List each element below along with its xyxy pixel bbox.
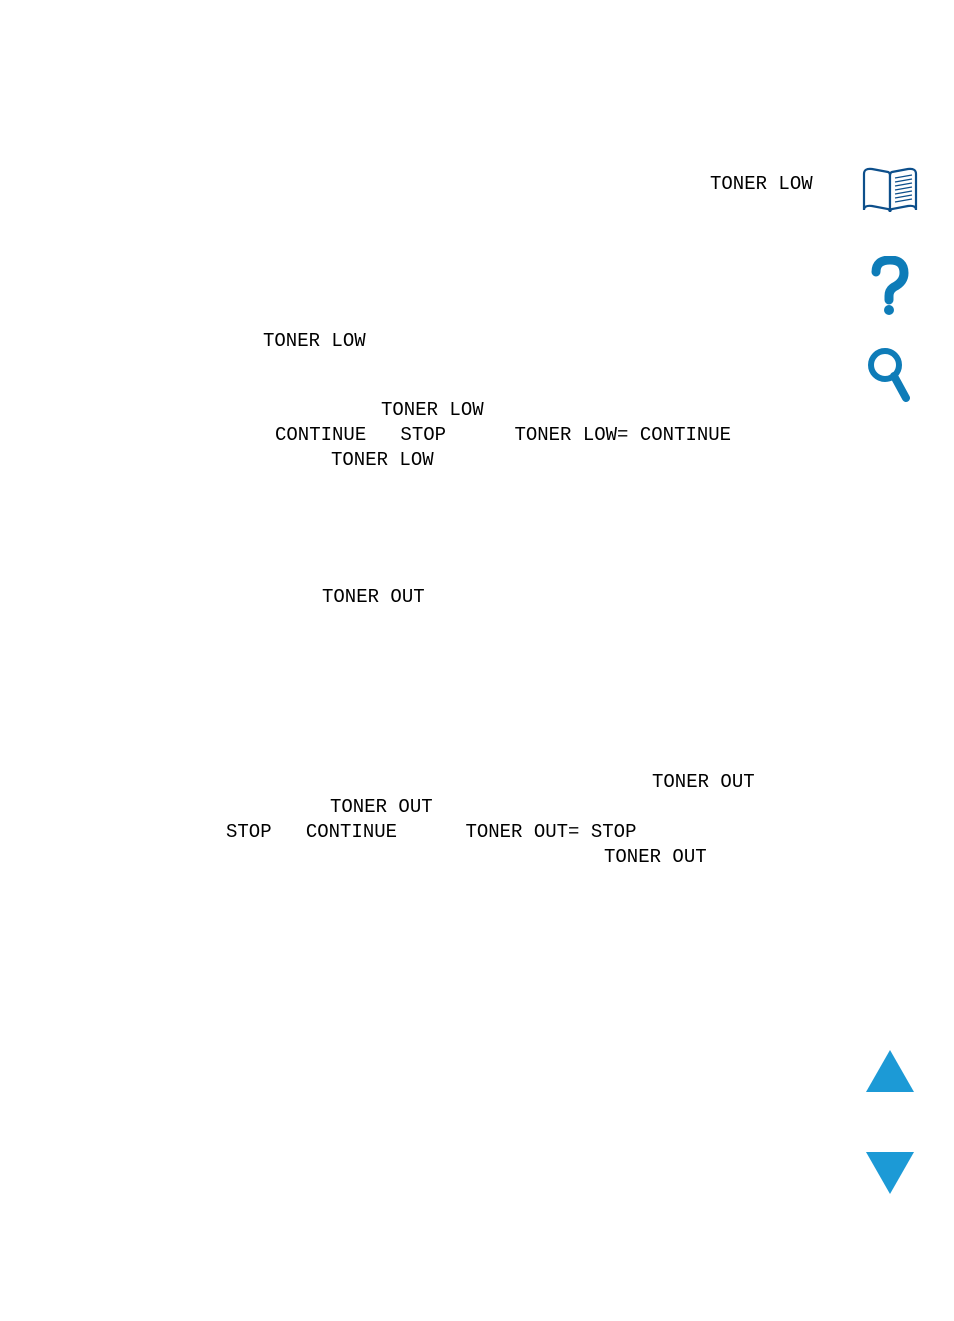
label-toner-out: TONER OUT bbox=[652, 773, 755, 792]
label-toner-out: TONER OUT bbox=[322, 588, 425, 607]
help-icon[interactable] bbox=[866, 256, 914, 316]
label-toner-low: TONER LOW bbox=[381, 401, 484, 420]
label-toner-low: TONER LOW bbox=[710, 175, 813, 194]
label-toner-out-options: STOP CONTINUE TONER OUT= STOP bbox=[226, 823, 636, 842]
label-toner-low: TONER LOW bbox=[263, 332, 366, 351]
search-icon[interactable] bbox=[866, 346, 914, 406]
document-page: TONER LOW TONER LOW TONER LOW CONTINUE S… bbox=[0, 0, 954, 1321]
label-toner-low: TONER LOW bbox=[331, 451, 434, 470]
book-icon[interactable] bbox=[860, 164, 920, 220]
page-down-icon[interactable] bbox=[864, 1150, 916, 1196]
page-up-icon[interactable] bbox=[864, 1048, 916, 1094]
label-toner-out: TONER OUT bbox=[330, 798, 433, 817]
label-toner-out: TONER OUT bbox=[604, 848, 707, 867]
label-toner-low-options: CONTINUE STOP TONER LOW= CONTINUE bbox=[275, 426, 731, 445]
